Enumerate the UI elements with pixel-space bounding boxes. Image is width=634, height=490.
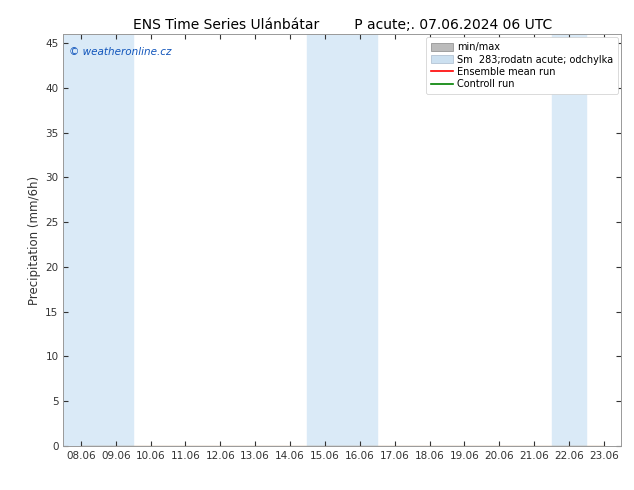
Title: ENS Time Series Ulánbátar        P acute;. 07.06.2024 06 UTC: ENS Time Series Ulánbátar P acute;. 07.0…	[133, 18, 552, 32]
Bar	[63, 34, 133, 446]
Legend: min/max, Sm  283;rodatn acute; odchylka, Ensemble mean run, Controll run: min/max, Sm 283;rodatn acute; odchylka, …	[426, 37, 618, 94]
Text: © weatheronline.cz: © weatheronline.cz	[69, 47, 171, 57]
Bar	[552, 34, 586, 446]
Bar	[307, 34, 377, 446]
Y-axis label: Precipitation (mm/6h): Precipitation (mm/6h)	[28, 175, 41, 305]
